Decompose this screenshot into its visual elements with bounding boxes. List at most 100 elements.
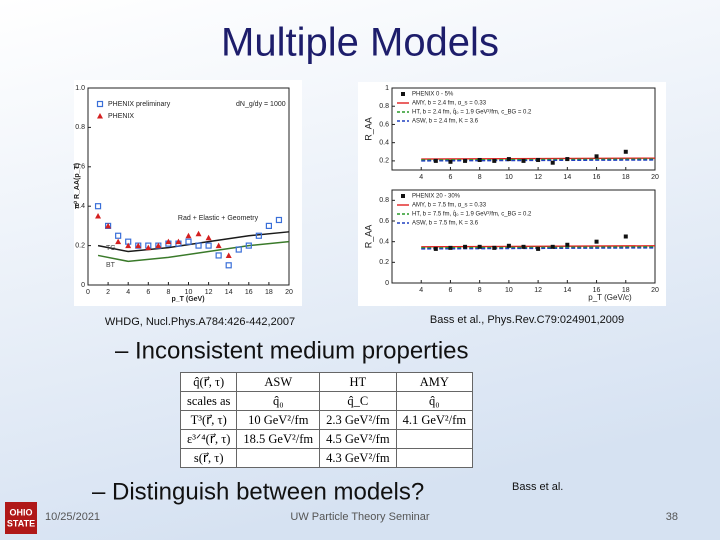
table-cell: T³(r⃗, τ)	[179, 410, 238, 430]
table-cell: 4.3 GeV²/fm	[319, 448, 397, 468]
data-point	[205, 234, 212, 241]
data-point	[506, 243, 511, 248]
x-tick-label: 14	[563, 287, 571, 294]
x-axis-label: p_T (GeV)	[171, 296, 204, 303]
y-axis-label: R_AA	[363, 117, 373, 141]
header-cell: AMY	[395, 372, 474, 392]
table-row: s(r⃗, τ) 4.3 GeV²/fm	[179, 448, 474, 468]
legend-label: ASW, b = 2.4 fm, K = 3.6	[412, 119, 479, 125]
x-tick-label: 20	[285, 289, 293, 296]
x-tick-label: 10	[185, 289, 193, 296]
model-curve	[97, 240, 290, 263]
logo	[5, 502, 37, 534]
data-point	[565, 157, 570, 162]
logo-text: OHIO	[9, 507, 32, 517]
data-point	[521, 158, 526, 163]
x-tick-label: 4	[126, 289, 130, 296]
x-tick-label: 8	[166, 289, 170, 296]
x-tick-label: 18	[622, 174, 630, 181]
x-tick-label: 16	[245, 289, 253, 296]
data-point	[550, 160, 555, 165]
figure-frame	[358, 82, 666, 306]
data-point	[506, 157, 511, 162]
data-point	[115, 232, 122, 239]
y-tick-label: 0.6	[379, 218, 389, 225]
x-tick-label: 8	[478, 287, 482, 294]
data-point	[255, 232, 262, 239]
caption: WHDG, Nucl.Phys.A784:426-442,2007	[105, 316, 295, 328]
data-point	[265, 222, 272, 229]
data-point	[492, 245, 497, 250]
x-tick-label: 10	[505, 287, 513, 294]
table-cell: 2.3 GeV²/fm	[319, 410, 397, 430]
table-row: ε³ᐟ⁴(r⃗, τ) 18.5 GeV²/fm 4.5 GeV²/fm	[179, 429, 474, 449]
legend-label: PHENIX 0 - 5%	[412, 92, 454, 98]
legend-marker	[97, 113, 103, 119]
plot-frame	[391, 87, 656, 171]
x-tick-label: 6	[448, 174, 452, 181]
x-tick-label: 20	[651, 287, 659, 294]
y-tick-label: 0	[81, 282, 85, 289]
parameter-table: q̂(r⃗, τ) ASW HT AMY scales as q̂₀ q̂_C q̂₀ T³(r…	[179, 372, 474, 468]
data-point	[185, 238, 192, 245]
legend-label: PHENIX 20 - 30%	[412, 194, 461, 200]
table-cell	[236, 448, 321, 468]
data-point	[275, 216, 283, 224]
x-tick-label: 18	[265, 289, 273, 296]
caption: Bass et al., Phys.Rev.C79:024901,2009	[430, 314, 624, 326]
legend-label: ASW, b = 7.5 fm, K = 3.6	[412, 221, 479, 227]
data-point	[215, 252, 222, 259]
data-point	[463, 244, 468, 249]
footer-date: 10/25/2021	[45, 511, 100, 523]
x-tick-label: 16	[593, 174, 601, 181]
x-tick-label: 2	[106, 289, 110, 296]
data-point	[105, 222, 112, 229]
data-point	[521, 244, 526, 249]
x-tick-label: 14	[563, 174, 571, 181]
table-row: T³(r⃗, τ) 10 GeV²/fm 2.3 GeV²/fm 4.1 GeV²/f…	[179, 410, 474, 430]
data-point	[225, 262, 232, 269]
y-axis-label: π⁰ R_AA(p_T)	[73, 163, 81, 209]
table-cell: scales as	[179, 391, 238, 411]
x-tick-label: 14	[225, 289, 233, 296]
table-cell: 10 GeV²/fm	[236, 410, 321, 430]
plot-frame	[391, 189, 656, 284]
bullet: – Distinguish between models?	[92, 478, 424, 505]
data-point	[448, 245, 453, 250]
x-tick-label: 4	[419, 174, 423, 181]
data-point	[536, 246, 541, 251]
table-row: q̂(r⃗, τ) ASW HT AMY	[179, 372, 474, 392]
figure-frame	[74, 80, 302, 306]
curve-label: TG	[106, 245, 116, 252]
data-point	[477, 244, 482, 249]
slide-title: Multiple Models	[221, 21, 499, 65]
y-tick-label: 0.4	[75, 203, 85, 210]
table-cell: s(r⃗, τ)	[179, 448, 238, 468]
data-point	[205, 242, 212, 249]
bullet: – Inconsistent medium properties	[115, 337, 469, 364]
table-cell: q̂_C	[319, 391, 397, 411]
x-tick-label: 16	[593, 287, 601, 294]
y-tick-label: 0.6	[379, 121, 389, 128]
data-point	[115, 238, 122, 245]
data-point	[185, 232, 192, 239]
data-point	[623, 234, 628, 239]
data-point	[235, 246, 242, 253]
footer-page: 38	[666, 511, 678, 523]
data-point	[195, 230, 202, 237]
table-cell: ε³ᐟ⁴(r⃗, τ)	[179, 429, 238, 449]
data-point	[594, 239, 599, 244]
data-point	[125, 242, 132, 249]
legend-label: HT, b = 7.5 fm, q̂₀ = 1.9 GeV²/fm, c_BG …	[412, 212, 532, 218]
legend-label: AMY, b = 7.5 fm, α_s = 0.33	[412, 203, 487, 209]
data-point	[135, 242, 142, 249]
legend-label: PHENIX preliminary	[108, 101, 171, 108]
x-tick-label: 10	[505, 174, 513, 181]
data-point	[175, 238, 182, 245]
note: Bass et al.	[512, 481, 563, 493]
x-tick-label: 18	[622, 287, 630, 294]
y-tick-label: 0.8	[75, 124, 85, 131]
y-axis-label: R_AA	[363, 225, 373, 249]
annotation: Rad + Elastic + Geometry	[178, 215, 259, 222]
data-point	[433, 158, 438, 163]
